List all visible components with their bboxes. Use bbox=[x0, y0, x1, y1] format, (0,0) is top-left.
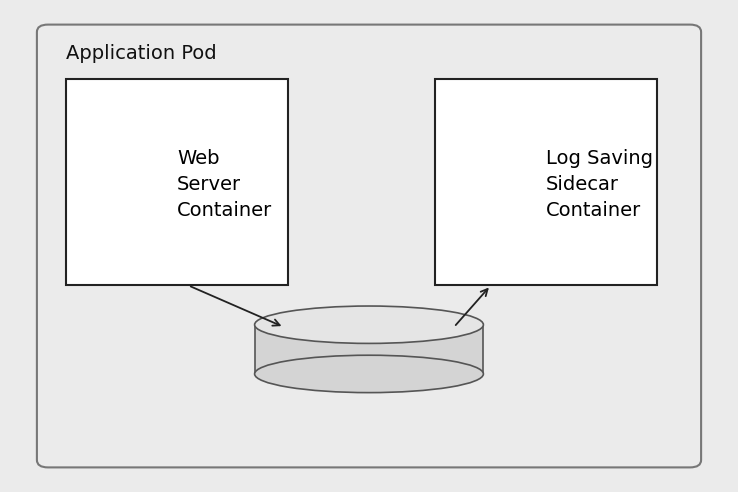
Text: Log Saving
Sidecar
Container: Log Saving Sidecar Container bbox=[546, 149, 653, 220]
Text: Application Pod: Application Pod bbox=[66, 44, 217, 63]
Bar bbox=[66, 79, 288, 285]
FancyBboxPatch shape bbox=[37, 25, 701, 467]
Text: Filesystem: Filesystem bbox=[321, 358, 417, 375]
Ellipse shape bbox=[255, 306, 483, 343]
Bar bbox=[255, 325, 483, 374]
Bar bbox=[435, 79, 657, 285]
Ellipse shape bbox=[255, 355, 483, 393]
Text: Web
Server
Container: Web Server Container bbox=[177, 149, 272, 220]
